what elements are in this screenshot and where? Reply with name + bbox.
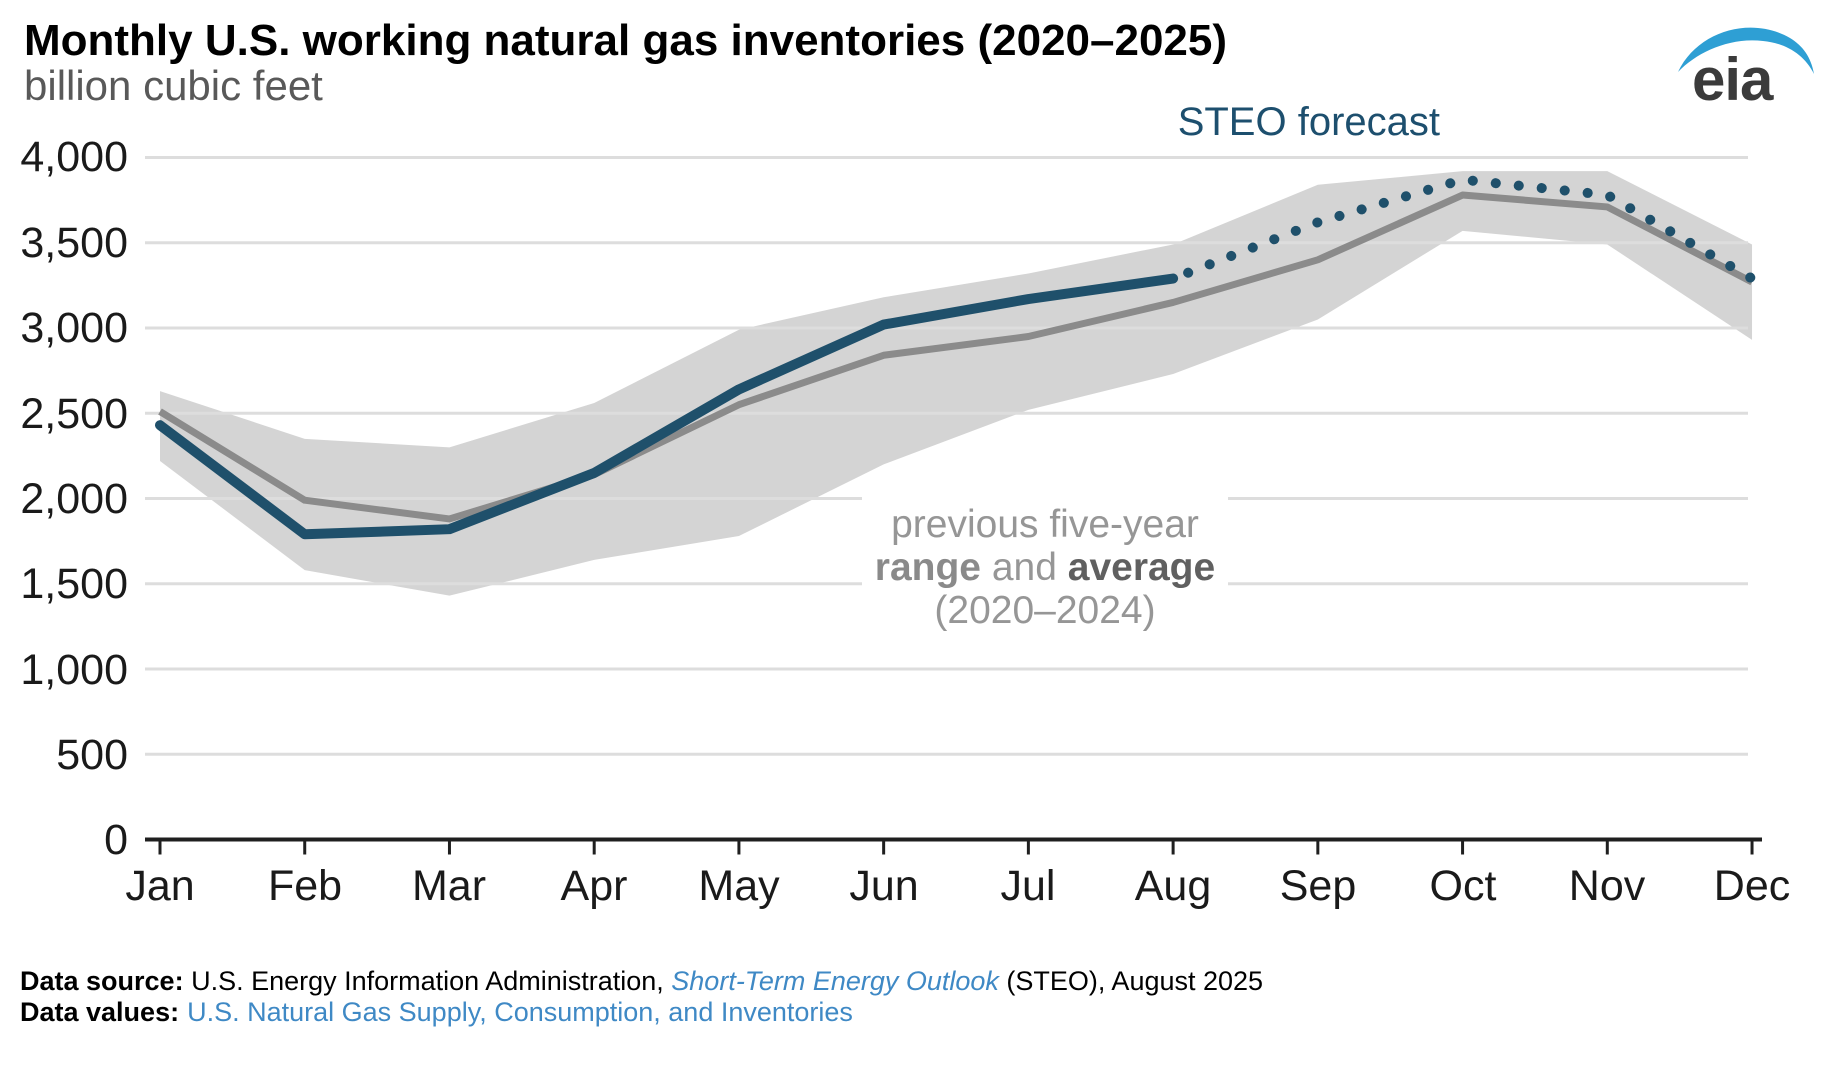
actual-2025-line — [155, 273, 1179, 540]
y-tick-1500: 1,500 — [20, 560, 128, 608]
five-year-average-line — [158, 191, 1754, 523]
x-tick-may: May — [698, 862, 780, 910]
x-tick-apr: Apr — [560, 862, 628, 910]
x-tick-oct: Oct — [1429, 862, 1497, 910]
eia-logo-swoosh-icon — [1678, 27, 1814, 74]
y-tick-4000: 4,000 — [20, 133, 128, 181]
steo-forecast-label: STEO forecast — [1177, 100, 1440, 144]
y-tick-0: 0 — [104, 816, 128, 864]
x-tick-mar: Mar — [411, 862, 487, 910]
annotation-line-2: range and average — [874, 545, 1216, 589]
y-tick-3000: 3,000 — [20, 304, 128, 352]
y-tick-2500: 2,500 — [20, 390, 128, 438]
x-tick-nov: Nov — [1568, 862, 1646, 910]
eia-logo: eia — [1678, 27, 1814, 110]
annotation-line-1: previous five-year — [891, 502, 1199, 546]
range-keyword: range — [874, 545, 981, 589]
data-values-link[interactable]: U.S. Natural Gas Supply, Consumption, an… — [187, 997, 853, 1027]
average-keyword: average — [1067, 545, 1216, 589]
page-title: Monthly U.S. working natural gas invento… — [24, 16, 1228, 65]
y-tick-1000: 1,000 — [20, 646, 128, 694]
x-tick-jan: Jan — [125, 862, 195, 910]
data-source-note: Data source: U.S. Energy Information Adm… — [20, 966, 1264, 996]
x-tick-dec: Dec — [1713, 862, 1791, 910]
x-tick-aug: Aug — [1134, 862, 1212, 910]
data-values-note: Data values: U.S. Natural Gas Supply, Con… — [20, 997, 853, 1028]
steo-forecast-dotted-line — [1168, 174, 1758, 284]
y-tick-500: 500 — [56, 731, 128, 779]
data-source-label: Data source: — [20, 966, 184, 996]
annotation-line-3: (2020–2024) — [934, 588, 1156, 632]
steo-report-link[interactable]: Short-Term Energy Outlook — [671, 966, 999, 996]
chart-unit-label: billion cubic feet — [24, 62, 323, 109]
y-tick-2000: 2,000 — [20, 475, 128, 523]
x-tick-sep: Sep — [1279, 862, 1357, 910]
eia-logo-text: eia — [1692, 46, 1774, 110]
y-tick-3500: 3,500 — [20, 219, 128, 267]
x-tick-feb: Feb — [267, 862, 343, 910]
x-tick-jun: Jun — [849, 862, 919, 910]
range-average-annotation: previous five-year range and average (20… — [862, 487, 1228, 647]
data-values-label: Data values: — [20, 997, 180, 1027]
x-tick-jul: Jul — [1000, 862, 1056, 910]
